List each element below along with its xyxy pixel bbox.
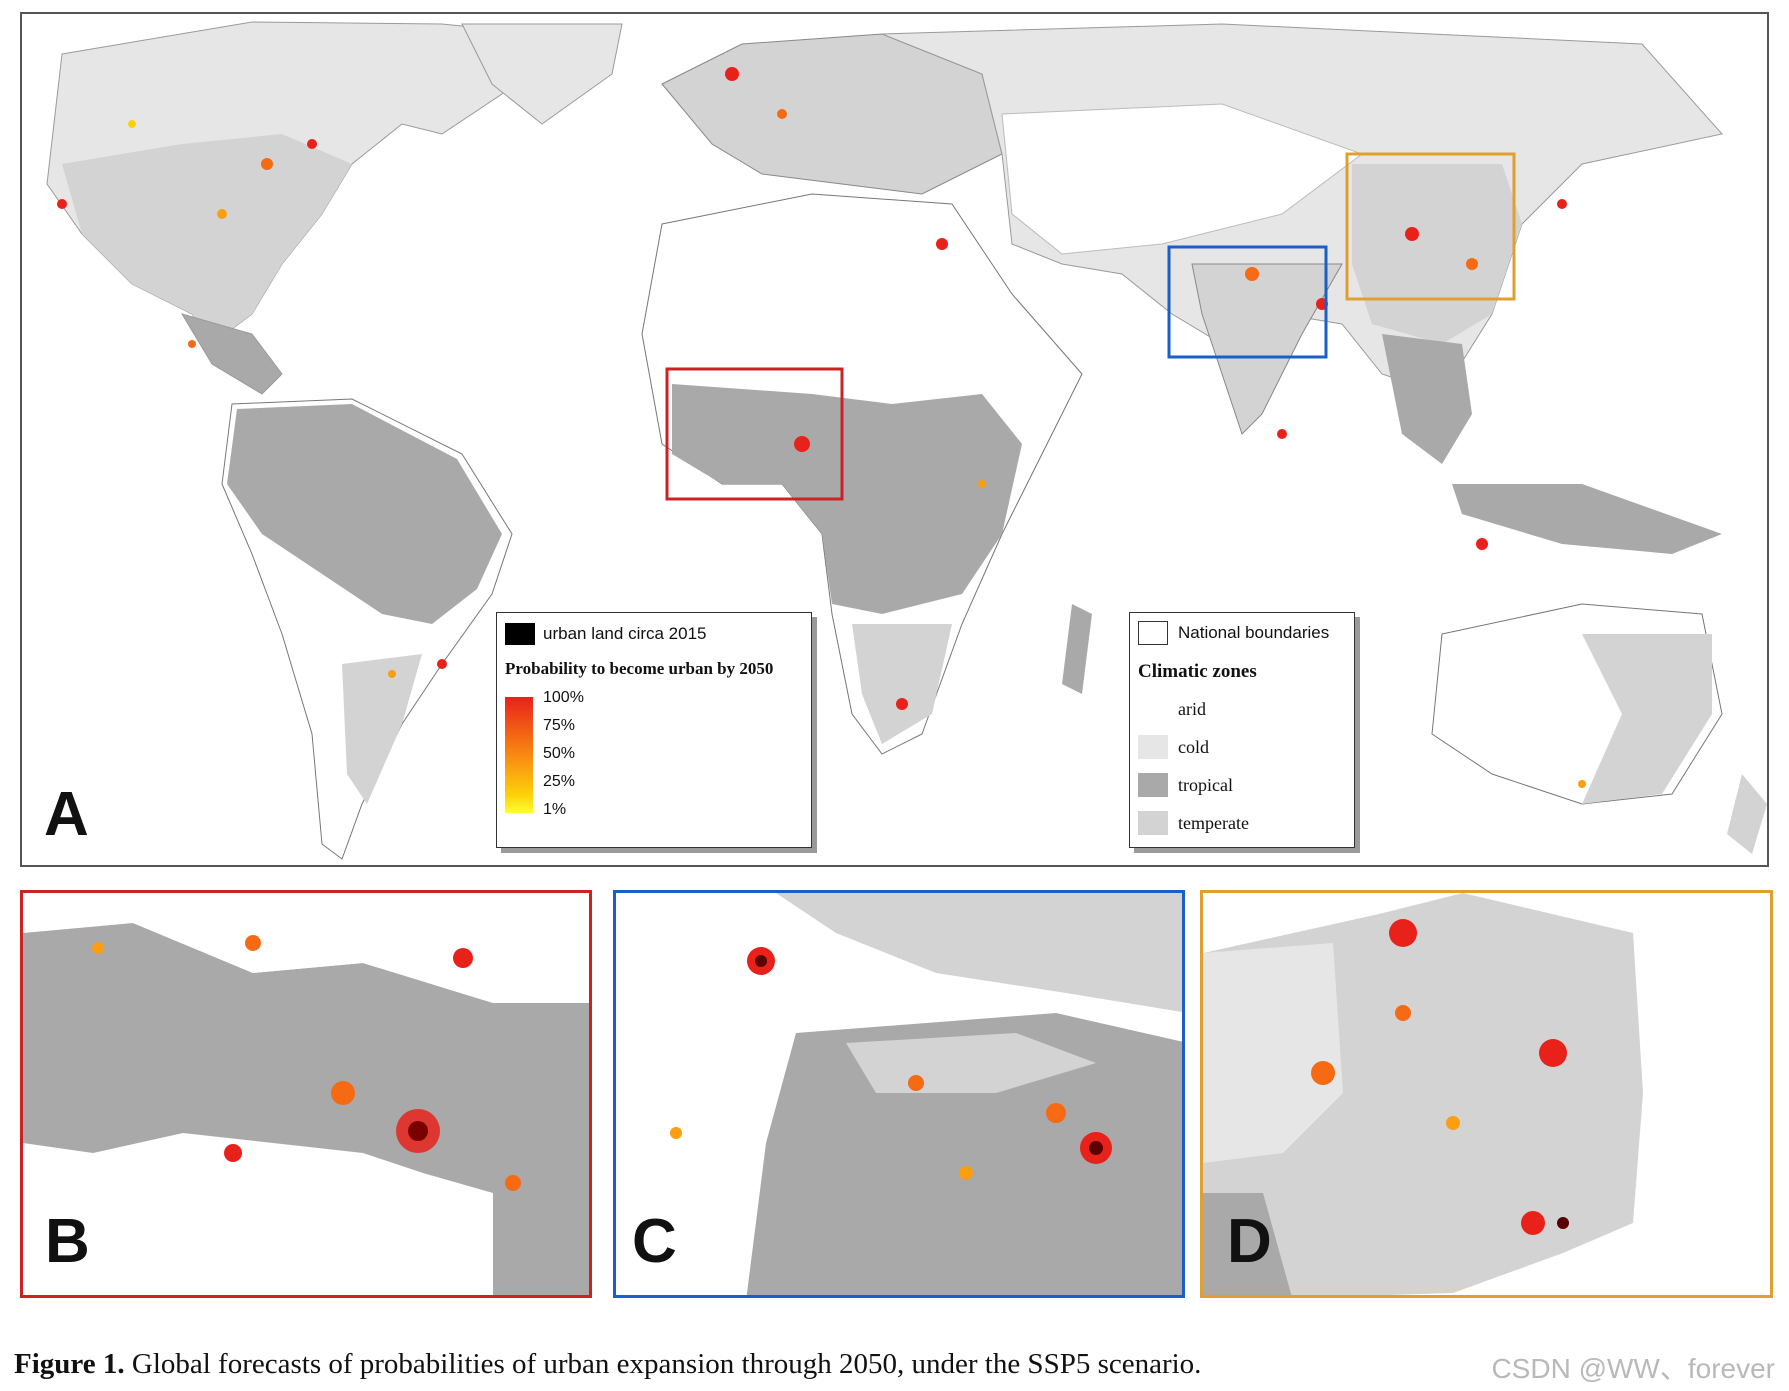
- east-asia-hotspots: [1311, 919, 1569, 1235]
- south-asia-cold: [776, 893, 1182, 1013]
- tick-label-1: 1%: [543, 801, 567, 818]
- south-america-temperate: [342, 654, 422, 804]
- asia-arid: [1001, 103, 1364, 255]
- europe-landmass: [661, 33, 1003, 195]
- zone-label-temperate: temperate: [1178, 813, 1249, 833]
- temperate-swatch: [1138, 811, 1168, 835]
- australia-temperate: [1582, 634, 1712, 804]
- south-america-tropical: [227, 404, 502, 624]
- east-asia-tropical: [1203, 1193, 1292, 1295]
- east-asia-zoom-panel: D: [1200, 890, 1773, 1298]
- tick-label-75: 75%: [543, 717, 576, 734]
- zone-label-arid: arid: [1178, 699, 1206, 719]
- west-africa-arid: [133, 893, 589, 1003]
- tick-label-25: 25%: [543, 773, 576, 790]
- west-africa-zoom-panel: B: [20, 890, 592, 1298]
- climatic-zones-title: Climatic zones: [1138, 661, 1257, 682]
- region-box-c: [1167, 245, 1328, 359]
- urban-land-label: urban land circa 2015: [543, 624, 707, 643]
- panel-letter-a: A: [44, 780, 89, 849]
- zone-label-cold: cold: [1178, 737, 1209, 757]
- figure-caption-text: Global forecasts of probabilities of urb…: [124, 1348, 1202, 1380]
- region-box-b: [665, 367, 844, 501]
- world-map-panel: urban land circa 2015 Probability to bec…: [20, 12, 1769, 867]
- west-africa-tropical: [23, 923, 589, 1295]
- figure-caption-label: Figure 1.: [14, 1348, 125, 1380]
- africa-temperate: [852, 624, 952, 744]
- east-asia-temperate: [1352, 164, 1522, 344]
- central-america: [180, 313, 283, 395]
- panel-letter-d: D: [1227, 1207, 1272, 1276]
- africa-tropical: [672, 384, 1022, 614]
- south-asia-zoom-panel: C: [613, 890, 1185, 1298]
- north-america-temperate: [62, 134, 352, 344]
- panel-letter-c: C: [632, 1207, 677, 1276]
- national-boundaries-label: National boundaries: [1178, 623, 1330, 642]
- climate-zones-legend: National boundaries Climatic zones arid …: [1129, 612, 1355, 848]
- region-box-d: [1345, 152, 1516, 301]
- southeast-asia-tropical: [1382, 334, 1472, 464]
- south-asia-map: [670, 893, 1182, 1295]
- east-asia-map: [1203, 893, 1643, 1295]
- greenland: [461, 23, 623, 125]
- probability-legend-title: Probability to become urban by 2050: [505, 659, 774, 678]
- tick-label-100: 100%: [543, 689, 584, 706]
- figure-caption: Figure 1. Global forecasts of probabilit…: [14, 1348, 1201, 1381]
- cold-swatch: [1138, 735, 1168, 759]
- south-asia-hotspots: [670, 947, 1112, 1180]
- boundary-swatch: [1138, 621, 1168, 645]
- new-zealand: [1727, 774, 1767, 854]
- tick-label-50: 50%: [543, 745, 576, 762]
- east-asia-arid: [1203, 893, 1383, 953]
- india: [1191, 263, 1343, 435]
- panel-letter-b: B: [45, 1207, 90, 1276]
- south-asia-plain: [846, 1033, 1096, 1093]
- west-africa-map: [23, 893, 589, 1295]
- probability-color-ramp: [505, 697, 533, 813]
- watermark: CSDN @WW、forever: [1491, 1353, 1775, 1384]
- world-map: [46, 21, 1767, 860]
- urban-probability-legend: urban land circa 2015 Probability to bec…: [496, 612, 812, 848]
- east-asia-cold: [1203, 943, 1343, 1163]
- arid-swatch: [1138, 697, 1168, 721]
- west-africa-hotspots: [92, 935, 521, 1191]
- tropical-swatch: [1138, 773, 1168, 797]
- urban-probability-hotspots: [57, 67, 1586, 788]
- south-asia-temperate: [746, 1013, 1182, 1295]
- indonesia: [1452, 484, 1722, 554]
- madagascar: [1062, 604, 1092, 694]
- urban-land-swatch: [505, 623, 535, 645]
- zone-label-tropical: tropical: [1178, 775, 1233, 795]
